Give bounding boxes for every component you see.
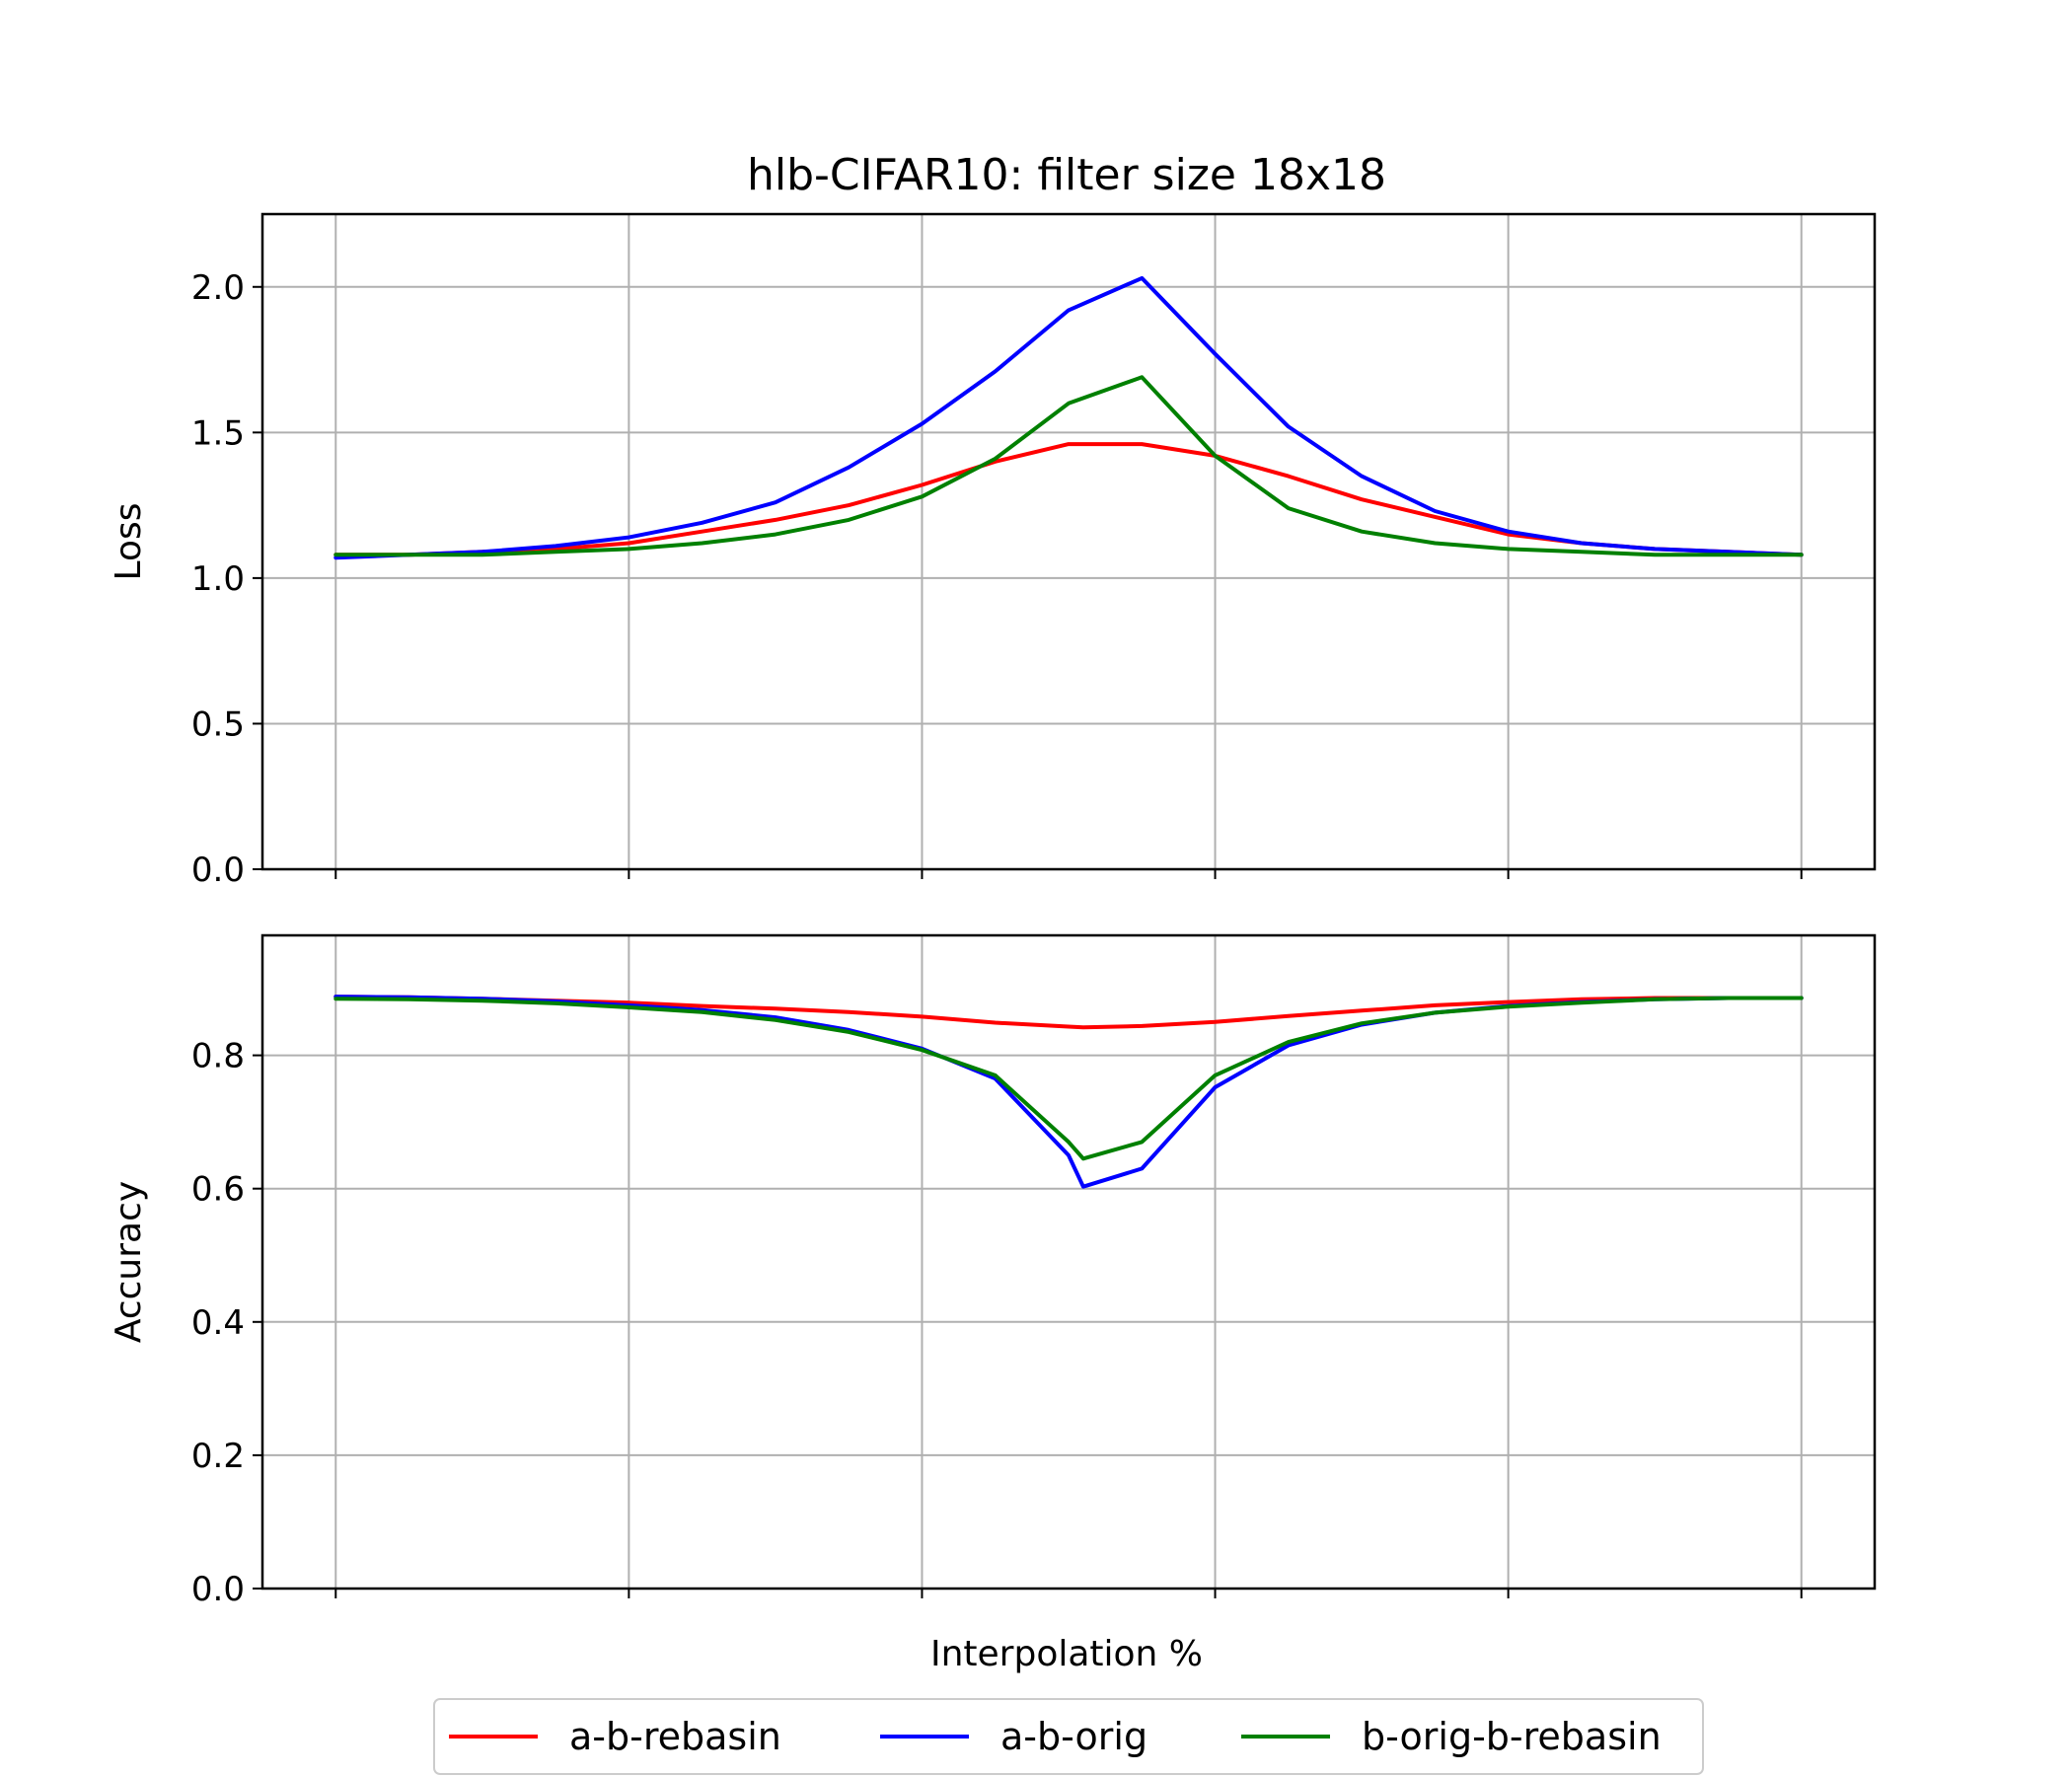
loss-y-axis-label: Loss	[109, 503, 149, 581]
loss-y-tick-label: 1.5	[191, 413, 245, 453]
loss-series-a-b-orig	[333, 275, 1804, 560]
loss-lines	[333, 275, 1804, 560]
legend-box	[433, 1698, 1704, 1775]
legend-label-a-b-rebasin: a-b-rebasin	[569, 1715, 781, 1758]
legend-label-b-orig-b-rebasin: b-orig-b-rebasin	[1362, 1715, 1662, 1758]
loss-panel: 0.0 0.5 1.0 1.5 2.0 Loss	[109, 212, 1877, 890]
x-axis-label: Interpolation %	[930, 1634, 1203, 1674]
loss-plot-frame	[260, 212, 1877, 871]
accuracy-panel: 0.0 0.2 0.4 0.6 0.8 Accuracy	[109, 933, 1877, 1609]
accuracy-plot-frame	[260, 933, 1877, 1591]
accuracy-y-tick-label: 0.8	[191, 1037, 245, 1076]
legend: a-b-rebasin a-b-orig b-orig-b-rebasin	[433, 1698, 1704, 1775]
accuracy-y-tick-label: 0.0	[191, 1570, 245, 1609]
legend-label-a-b-orig: a-b-orig	[1000, 1715, 1147, 1758]
loss-y-tick-label: 1.0	[191, 559, 245, 599]
loss-y-tick-label: 0.5	[191, 704, 245, 744]
accuracy-y-tick-label: 0.4	[191, 1303, 245, 1343]
accuracy-axes: 0.0 0.2 0.4 0.6 0.8 Accuracy	[109, 933, 1877, 1609]
loss-series-b-orig-b-rebasin	[333, 375, 1804, 557]
accuracy-y-axis-label: Accuracy	[109, 1181, 149, 1343]
accuracy-lines	[333, 995, 1804, 1189]
loss-y-tick-label: 0.0	[191, 851, 245, 890]
accuracy-y-tick-label: 0.6	[191, 1170, 245, 1210]
loss-y-tick-label: 2.0	[191, 268, 245, 308]
accuracy-y-tick-label: 0.2	[191, 1437, 245, 1476]
accuracy-series-b-orig-b-rebasin	[333, 996, 1804, 1161]
chart-title: hlb-CIFAR10: filter size 18x18	[747, 150, 1386, 200]
loss-axes: 0.0 0.5 1.0 1.5 2.0 Loss	[109, 212, 1877, 890]
